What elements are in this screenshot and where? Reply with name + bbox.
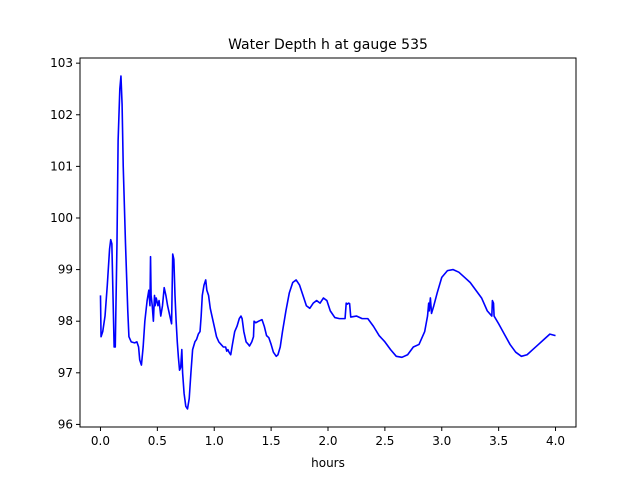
y-tick-label: 102: [50, 108, 73, 122]
y-axis: 96 97 98 99 100 101 102 103: [50, 56, 80, 431]
series-layer: [99, 75, 556, 410]
y-tick-label: 99: [58, 263, 73, 277]
x-tick-label: 4.0: [546, 434, 565, 448]
x-tick-label: 1.0: [205, 434, 224, 448]
x-tick-label: 3.5: [489, 434, 508, 448]
y-tick-label: 98: [58, 314, 73, 328]
x-tick-label: 2.5: [375, 434, 394, 448]
water-depth-series-line: [99, 75, 556, 410]
plot-area-frame: [79, 57, 577, 428]
x-tick-label: 3.0: [432, 434, 451, 448]
x-tick-label: 0.5: [148, 434, 167, 448]
x-tick-label: 0.0: [91, 434, 110, 448]
chart-title: Water Depth h at gauge 535: [228, 37, 428, 53]
x-axis: 0.0 0.5 1.0 1.5 2.0 2.5 3.0 3.5 4.0: [91, 427, 565, 448]
y-tick-label: 100: [50, 211, 73, 225]
y-tick-label: 101: [50, 159, 73, 173]
x-tick-label: 2.0: [318, 434, 337, 448]
y-tick-label: 103: [50, 56, 73, 70]
y-tick-label: 97: [58, 366, 73, 380]
x-tick-label: 1.5: [262, 434, 281, 448]
x-axis-label: hours: [311, 456, 345, 470]
y-tick-label: 96: [58, 417, 73, 431]
